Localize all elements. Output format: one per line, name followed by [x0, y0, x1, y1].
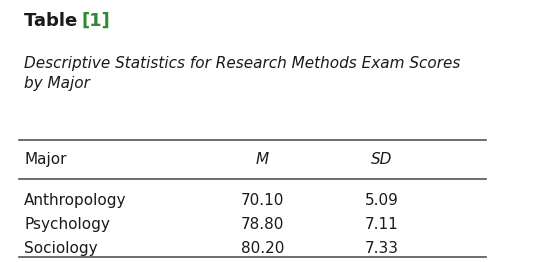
Text: Table: Table — [24, 12, 84, 30]
Text: 78.80: 78.80 — [241, 216, 285, 232]
Text: [1]: [1] — [81, 12, 110, 30]
Text: Psychology: Psychology — [24, 216, 110, 232]
Text: 5.09: 5.09 — [365, 193, 399, 208]
Text: 70.10: 70.10 — [241, 193, 285, 208]
Text: 7.11: 7.11 — [365, 216, 399, 232]
Text: Anthropology: Anthropology — [24, 193, 126, 208]
Text: Major: Major — [24, 152, 66, 167]
Text: 80.20: 80.20 — [241, 241, 285, 256]
Text: Sociology: Sociology — [24, 241, 98, 256]
Text: SD: SD — [371, 152, 393, 167]
Text: Descriptive Statistics for Research Methods Exam Scores
by Major: Descriptive Statistics for Research Meth… — [24, 56, 461, 91]
Text: 7.33: 7.33 — [365, 241, 399, 256]
Text: M: M — [256, 152, 269, 167]
